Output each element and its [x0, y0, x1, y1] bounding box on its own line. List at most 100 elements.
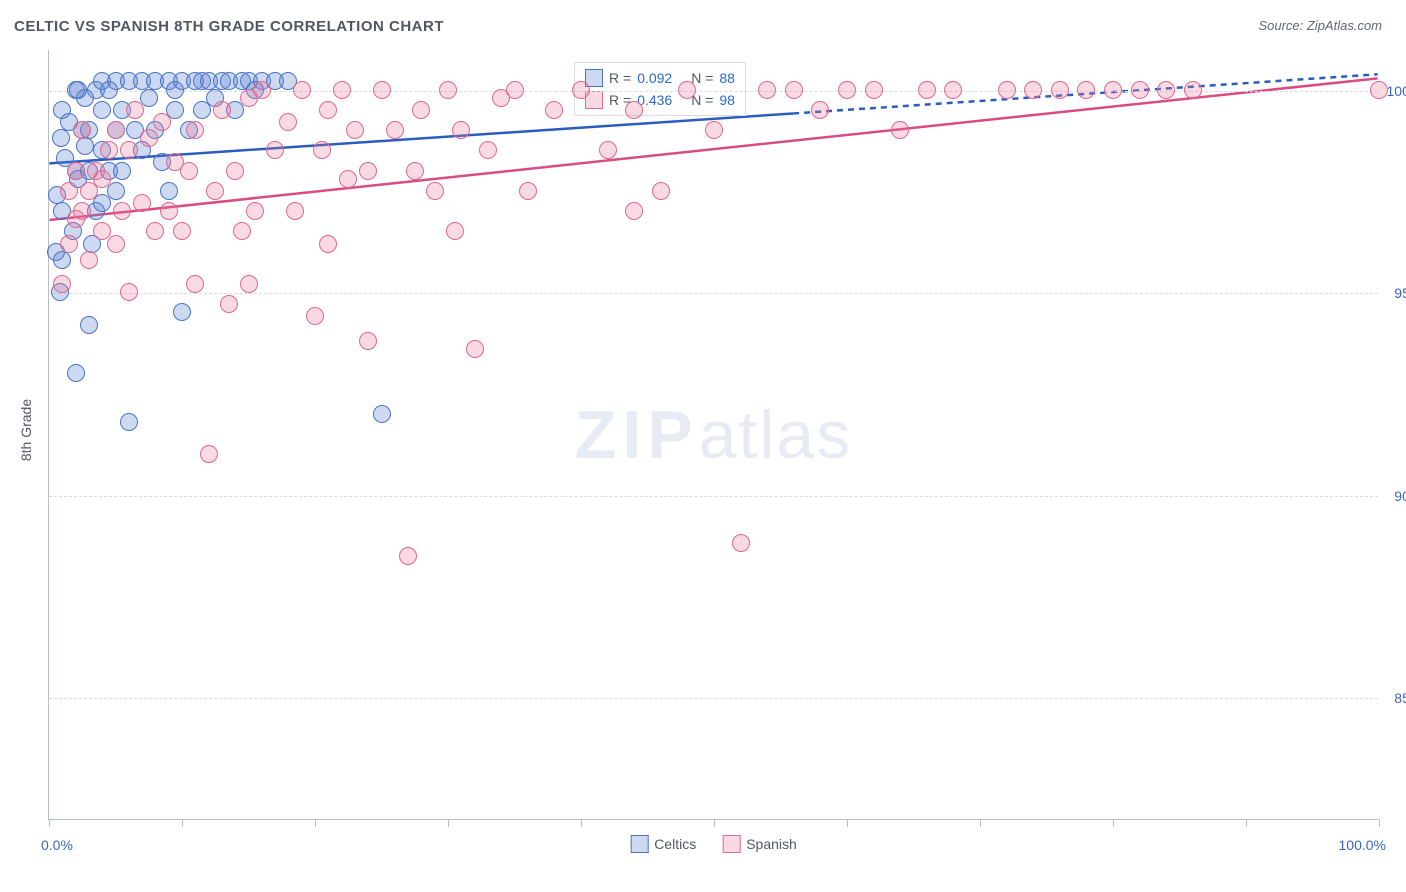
- data-point: [1370, 81, 1388, 99]
- data-point: [153, 113, 171, 131]
- data-point: [60, 182, 78, 200]
- data-point: [944, 81, 962, 99]
- x-tick: [315, 819, 316, 827]
- data-point: [100, 141, 118, 159]
- data-point: [107, 182, 125, 200]
- data-point: [479, 141, 497, 159]
- data-point: [373, 81, 391, 99]
- x-tick: [49, 819, 50, 827]
- data-point: [998, 81, 1016, 99]
- data-point: [319, 101, 337, 119]
- x-axis-max-label: 100.0%: [1339, 837, 1386, 853]
- data-point: [120, 141, 138, 159]
- data-point: [73, 121, 91, 139]
- gridline: [49, 698, 1378, 699]
- data-point: [545, 101, 563, 119]
- data-point: [80, 316, 98, 334]
- data-point: [213, 101, 231, 119]
- plot-area: ZIPatlas R =0.092N =88R =0.436N =98 Celt…: [48, 50, 1378, 820]
- data-point: [732, 534, 750, 552]
- data-point: [76, 89, 94, 107]
- series-legend: Celtics Spanish: [630, 835, 797, 853]
- data-point: [1051, 81, 1069, 99]
- stats-legend-row: R =0.436N =98: [585, 89, 735, 111]
- data-point: [133, 194, 151, 212]
- data-point: [113, 162, 131, 180]
- data-point: [1104, 81, 1122, 99]
- data-point: [1077, 81, 1095, 99]
- data-point: [373, 405, 391, 423]
- data-point: [652, 182, 670, 200]
- data-point: [186, 275, 204, 293]
- source-label: Source: ZipAtlas.com: [1258, 18, 1382, 33]
- y-tick-label: 90.0%: [1394, 488, 1406, 504]
- x-tick: [581, 819, 582, 827]
- data-point: [73, 202, 91, 220]
- data-point: [439, 81, 457, 99]
- data-point: [173, 303, 191, 321]
- data-point: [246, 202, 264, 220]
- x-tick: [1113, 819, 1114, 827]
- data-point: [313, 141, 331, 159]
- data-point: [506, 81, 524, 99]
- data-point: [233, 222, 251, 240]
- data-point: [865, 81, 883, 99]
- x-tick: [714, 819, 715, 827]
- y-tick-label: 85.0%: [1394, 690, 1406, 706]
- data-point: [53, 251, 71, 269]
- data-point: [452, 121, 470, 139]
- data-point: [286, 202, 304, 220]
- data-point: [113, 202, 131, 220]
- data-point: [811, 101, 829, 119]
- data-point: [838, 81, 856, 99]
- stats-legend-row: R =0.092N =88: [585, 67, 735, 89]
- data-point: [625, 202, 643, 220]
- data-point: [1024, 81, 1042, 99]
- data-point: [160, 182, 178, 200]
- data-point: [266, 141, 284, 159]
- data-point: [76, 137, 94, 155]
- swatch-icon: [630, 835, 648, 853]
- data-point: [93, 170, 111, 188]
- data-point: [293, 81, 311, 99]
- x-tick: [448, 819, 449, 827]
- watermark-light: atlas: [699, 397, 853, 473]
- data-point: [758, 81, 776, 99]
- stats-legend: R =0.092N =88R =0.436N =98: [574, 62, 746, 116]
- data-point: [599, 141, 617, 159]
- data-point: [160, 202, 178, 220]
- data-point: [126, 101, 144, 119]
- data-point: [386, 121, 404, 139]
- data-point: [180, 162, 198, 180]
- data-point: [107, 121, 125, 139]
- data-point: [253, 81, 271, 99]
- data-point: [146, 222, 164, 240]
- data-point: [1131, 81, 1149, 99]
- chart-title: CELTIC VS SPANISH 8TH GRADE CORRELATION …: [14, 18, 444, 35]
- data-point: [52, 129, 70, 147]
- data-point: [785, 81, 803, 99]
- swatch-icon: [722, 835, 740, 853]
- data-point: [359, 332, 377, 350]
- legend-item-spanish: Spanish: [722, 835, 797, 853]
- data-point: [140, 129, 158, 147]
- data-point: [466, 340, 484, 358]
- data-point: [120, 413, 138, 431]
- data-point: [519, 182, 537, 200]
- x-tick: [1246, 819, 1247, 827]
- data-point: [186, 121, 204, 139]
- data-point: [107, 235, 125, 253]
- data-point: [359, 162, 377, 180]
- data-point: [918, 81, 936, 99]
- data-point: [60, 235, 78, 253]
- y-tick-label: 95.0%: [1394, 285, 1406, 301]
- trend-lines-layer: [49, 50, 1378, 819]
- watermark-bold: ZIP: [575, 397, 699, 473]
- stat-value: 0.436: [637, 92, 685, 108]
- data-point: [120, 283, 138, 301]
- data-point: [333, 81, 351, 99]
- data-point: [399, 547, 417, 565]
- y-tick-label: 100.0%: [1387, 83, 1406, 99]
- stat-value: 98: [719, 92, 735, 108]
- data-point: [678, 81, 696, 99]
